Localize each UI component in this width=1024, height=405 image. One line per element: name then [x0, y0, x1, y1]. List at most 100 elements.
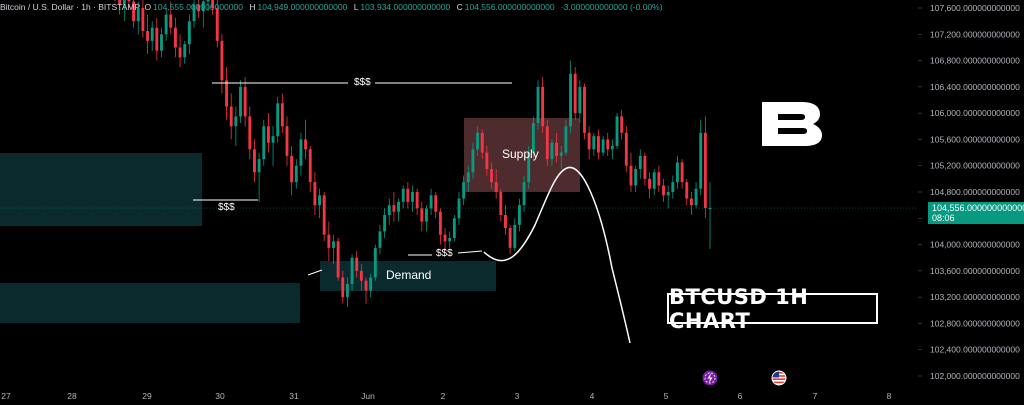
candle-body [550, 142, 554, 160]
candle-body [657, 172, 661, 186]
candle [127, 0, 131, 8]
candle-body [146, 31, 149, 41]
candle [652, 169, 656, 196]
candle [392, 192, 396, 222]
candle [443, 228, 447, 252]
candle [438, 208, 442, 245]
candle-body [345, 284, 349, 298]
candle-body [178, 47, 182, 58]
candle-body [271, 136, 275, 143]
candle-body [694, 188, 698, 206]
candle-body [680, 162, 684, 183]
us-flag-event-icon[interactable] [771, 370, 787, 386]
x-axis-tick-label: Jun [361, 391, 375, 401]
x-axis-tick-label: 7 [813, 391, 818, 401]
liquidity-zone-left [0, 153, 202, 226]
candle [215, 0, 219, 48]
x-axis-tick-label: 5 [664, 391, 669, 401]
y-axis-tick-label: 102,800.000000000000 [930, 318, 1020, 328]
candle-body [415, 192, 419, 209]
candle [262, 119, 266, 166]
candle-body [569, 73, 572, 127]
y-axis-tick-label: 104,000.000000000000 [930, 240, 1020, 250]
candle [146, 14, 149, 54]
candle-body [215, 8, 219, 41]
candle-body [150, 27, 154, 41]
candle [164, 8, 168, 41]
y-axis-tick-label: 107,200.000000000000 [930, 29, 1020, 39]
candle-body [350, 257, 354, 284]
candles-layer [114, 0, 712, 307]
change-value: -3.000000000000 (-0.00%) [560, 2, 663, 12]
candle [499, 188, 503, 222]
supply-zone-label: Supply [502, 147, 539, 161]
candle-body [373, 247, 377, 278]
candle-body [434, 195, 438, 212]
current-price-value: 104,556.000000000000 [932, 203, 1024, 214]
low-label: L [353, 2, 359, 12]
candle-body [136, 8, 140, 22]
candle [313, 172, 317, 215]
candle [411, 185, 414, 212]
candle [276, 96, 280, 143]
candle [118, 0, 122, 15]
candle [564, 119, 568, 156]
y-axis-tick-label: 102,400.000000000000 [930, 345, 1020, 355]
close-value: 104,556.000000000000 [464, 2, 555, 12]
candle-body [173, 27, 177, 48]
low-value: 103,934.000000000000 [360, 2, 451, 12]
candle-body [578, 86, 582, 114]
candle [583, 83, 586, 140]
candle-body [564, 126, 568, 153]
demand-zone-lower [0, 283, 300, 323]
candle-body [652, 172, 656, 189]
candle-body [587, 132, 591, 150]
x-axis-tick-label: 4 [590, 391, 595, 401]
candle-body [573, 73, 577, 114]
candle [587, 126, 591, 160]
candle-body [355, 257, 359, 271]
candle-body [304, 139, 308, 150]
candle [225, 67, 229, 120]
candle [699, 119, 703, 196]
candle [266, 113, 270, 153]
candle [708, 182, 712, 249]
y-axis-tick-label: 106,400.000000000000 [930, 82, 1020, 92]
candle-body [517, 205, 521, 225]
candle-body [443, 234, 447, 242]
candle [243, 77, 247, 127]
candle-body [220, 40, 224, 81]
candle-body [545, 126, 549, 160]
candle [476, 126, 480, 156]
candle-body [452, 218, 456, 238]
candle-body [341, 277, 345, 298]
candle [541, 77, 545, 133]
candle [671, 175, 675, 199]
candle [615, 113, 619, 150]
candle [318, 188, 321, 219]
symbol-name[interactable]: Bitcoin / U.S. Dollar · 1h · BITSTAMP [0, 2, 141, 12]
candle [490, 162, 493, 189]
candle-body [676, 162, 679, 183]
logo-b-icon [762, 102, 822, 146]
candle-body [615, 116, 619, 146]
liquidity-label-left: $$$ [218, 202, 235, 213]
candle [150, 21, 154, 51]
candle [206, 0, 210, 12]
zones-layer [0, 118, 580, 323]
candle [480, 129, 484, 160]
candle-body [494, 182, 498, 192]
candle-body [504, 215, 507, 229]
candle [462, 175, 466, 206]
candle [592, 132, 596, 156]
lightning-event-icon[interactable] [702, 370, 718, 386]
candle-body [132, 1, 136, 22]
candle [434, 192, 438, 219]
demand-pointer-line [307, 269, 323, 276]
candle-body [299, 139, 303, 166]
candle [531, 116, 535, 160]
y-axis-tick-label: 102,000.000000000000 [930, 371, 1020, 381]
candle [155, 17, 159, 61]
